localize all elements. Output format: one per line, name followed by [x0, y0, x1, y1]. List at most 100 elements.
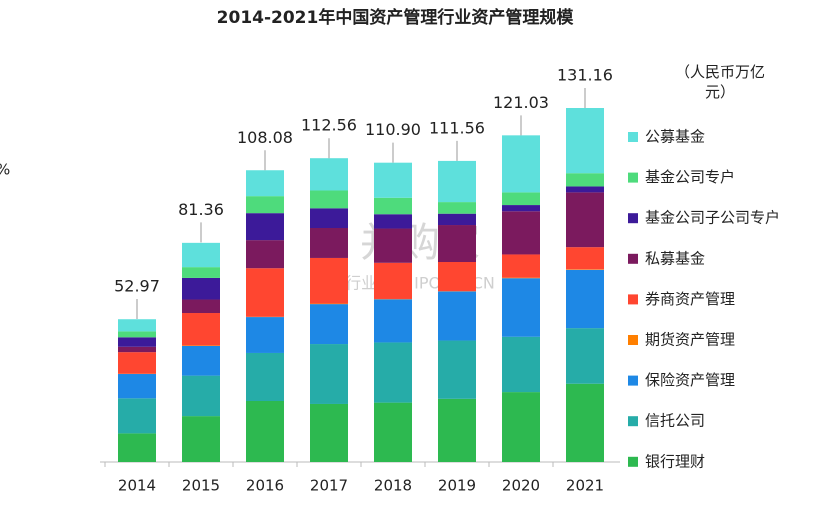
- legend-label: 券商资产管理: [645, 290, 735, 308]
- legend-label: 信托公司: [645, 412, 705, 430]
- bar-segment: [438, 202, 476, 214]
- bar-segment: [438, 262, 476, 292]
- bar-segment: [310, 257, 348, 304]
- total-label: 112.56: [301, 116, 357, 135]
- bar-segment: [182, 375, 220, 417]
- legend-label: 公募基金: [645, 128, 705, 146]
- bar-segment: [566, 328, 604, 384]
- bar-segment: [118, 398, 156, 434]
- bar-segment: [438, 398, 476, 462]
- bar-segment: [118, 433, 156, 462]
- bar-segment: [310, 158, 348, 191]
- bar-segment: [182, 267, 220, 278]
- bar-segment: [502, 336, 540, 393]
- bar-segment: [502, 211, 540, 255]
- bar-segment: [566, 269, 604, 270]
- bar-segment: [246, 401, 284, 462]
- total-label: 121.03: [493, 93, 549, 112]
- bar-segment: [118, 331, 156, 338]
- legend-swatch: [628, 213, 638, 224]
- legend-swatch: [628, 294, 638, 305]
- legend-label: 基金公司子公司专户: [645, 209, 780, 227]
- bar-segment: [374, 402, 412, 462]
- total-label: 131.16: [557, 66, 613, 85]
- bar-segment: [246, 170, 284, 197]
- legend-label: 基金公司专户: [645, 168, 735, 186]
- bar-segment: [182, 345, 220, 346]
- bar-segment: [310, 227, 348, 258]
- total-label: 108.08: [237, 128, 293, 147]
- bar-segment: [118, 374, 156, 399]
- bar-segment: [438, 160, 476, 203]
- bar-segment: [182, 313, 220, 346]
- legend-label: 私募基金: [645, 249, 705, 267]
- bar-segment: [182, 242, 220, 268]
- bar-segment: [246, 352, 284, 402]
- x-tick-label: 2018: [374, 477, 412, 495]
- total-label: 111.56: [429, 118, 485, 137]
- legend-swatch: [628, 172, 638, 183]
- bar-segment: [374, 342, 412, 403]
- bar-segment: [566, 269, 604, 329]
- bar-segment: [374, 299, 412, 343]
- bar-segment: [246, 268, 284, 317]
- bar-segment: [566, 173, 604, 187]
- bar-segment: [310, 208, 348, 228]
- bar-segment: [374, 162, 412, 198]
- legend-swatch: [628, 335, 638, 345]
- x-tick-label: 2017: [310, 477, 348, 495]
- bar-segment: [502, 135, 540, 193]
- bar-segment: [182, 416, 220, 462]
- bar-segment: [310, 344, 348, 404]
- x-tick-label: 2014: [118, 477, 156, 495]
- unit-label: （人民币万亿元）: [674, 63, 765, 101]
- legend-swatch: [628, 375, 638, 386]
- legend-swatch: [628, 253, 638, 264]
- x-tick-label: 2019: [438, 477, 476, 495]
- bar-segment: [438, 340, 476, 399]
- bar-segment: [566, 247, 604, 270]
- total-label: 81.36: [178, 200, 224, 219]
- legend-swatch: [628, 132, 638, 142]
- bar-segment: [246, 240, 284, 269]
- bar-segment: [310, 303, 348, 305]
- legend-swatch: [628, 456, 638, 467]
- bar-segment: [310, 190, 348, 209]
- bar-segment: [438, 225, 476, 263]
- bar-segment: [502, 192, 540, 206]
- bar-segment: [502, 392, 540, 462]
- bar-segment: [438, 291, 476, 341]
- bar-segment: [246, 213, 284, 241]
- bar-segment: [502, 277, 540, 279]
- bar-segment: [118, 346, 156, 353]
- bar-segment: [310, 304, 348, 345]
- bar-segment: [566, 383, 604, 462]
- bar-segment: [182, 345, 220, 376]
- bar-segment: [438, 213, 476, 226]
- bar-segment: [182, 277, 220, 300]
- bar-segment: [566, 108, 604, 174]
- bar-segment: [118, 319, 156, 332]
- bar-segment: [502, 278, 540, 337]
- legend-label: 保险资产管理: [645, 371, 735, 389]
- total-label: 52.97: [114, 277, 160, 296]
- chart-title: 2014-2021年中国资产管理行业资产管理规模: [217, 7, 575, 28]
- x-tick-label: 2016: [246, 477, 284, 495]
- bar-segment: [374, 228, 412, 263]
- x-tick-label: 2020: [502, 477, 540, 495]
- bar-segment: [182, 299, 220, 314]
- bar-segment: [246, 317, 284, 353]
- bar-segment: [118, 337, 156, 347]
- bar-segment: [374, 197, 412, 215]
- bar-segment: [310, 403, 348, 462]
- legend-label: 期货资产管理: [645, 331, 735, 349]
- x-tick-label: 2021: [566, 477, 604, 495]
- bar-segment: [502, 254, 540, 278]
- bar-segment: [566, 186, 604, 193]
- bar-segment: [566, 192, 604, 248]
- bar-segment: [246, 196, 284, 214]
- legend-swatch: [628, 416, 638, 427]
